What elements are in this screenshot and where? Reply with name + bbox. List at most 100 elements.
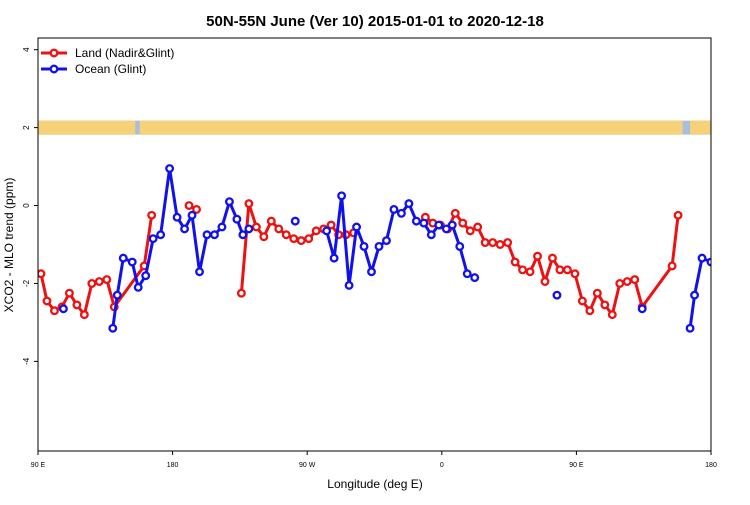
data-point — [311, 226, 321, 236]
data-point — [202, 230, 212, 240]
legend-marker — [49, 48, 59, 58]
data-point — [577, 296, 587, 306]
data-point — [540, 277, 550, 286]
data-point — [690, 290, 699, 300]
data-point — [147, 210, 157, 220]
data-point — [266, 216, 276, 226]
data-point — [38, 269, 46, 279]
data-point — [715, 284, 722, 291]
series-layer — [38, 164, 745, 333]
data-point — [374, 241, 384, 251]
data-point — [244, 224, 254, 234]
series-line — [688, 256, 711, 329]
legend-marker — [49, 64, 59, 74]
data-point — [156, 230, 166, 240]
x-axis: 90 E 180 90 W 0 90 E 180 — [31, 451, 717, 469]
data-point — [133, 282, 143, 292]
data-point — [480, 238, 490, 248]
data-point — [426, 230, 436, 240]
data-point — [251, 222, 261, 232]
legend: Land (Nadir&Glint) Ocean (Glint) — [41, 46, 174, 76]
y-tick-label: 4 — [22, 47, 31, 52]
data-point — [195, 267, 204, 277]
data-point — [352, 222, 362, 232]
data-point — [404, 199, 414, 209]
data-point — [79, 310, 89, 320]
data-point — [533, 251, 542, 261]
plot-frame — [37, 37, 712, 452]
land-band-0 — [38, 120, 136, 135]
data-point — [667, 261, 677, 271]
data-point — [322, 226, 332, 236]
data-point — [450, 208, 460, 218]
data-point — [244, 199, 254, 209]
data-point — [419, 218, 429, 228]
land-ocean-strip — [38, 120, 711, 135]
data-point — [304, 234, 314, 244]
x-tick-label: 180 — [705, 462, 717, 469]
data-point — [344, 280, 354, 290]
data-point — [165, 164, 175, 173]
data-point — [630, 275, 640, 285]
data-point — [396, 208, 406, 218]
y-tick-label: 0 — [22, 203, 31, 208]
data-point — [296, 236, 306, 246]
data-point — [102, 275, 112, 285]
data-point — [187, 210, 197, 220]
data-point — [42, 296, 52, 306]
data-point — [148, 234, 158, 244]
data-point — [555, 265, 565, 275]
data-point — [259, 232, 269, 242]
data-point — [224, 197, 234, 207]
data-point — [127, 257, 137, 267]
data-point — [488, 238, 498, 248]
data-point — [738, 231, 745, 238]
data-point — [94, 277, 104, 286]
data-point — [108, 323, 118, 333]
data-point — [367, 267, 376, 277]
data-point — [458, 218, 468, 228]
data-point — [548, 253, 557, 263]
data-point — [503, 238, 513, 248]
data-point — [87, 279, 97, 288]
data-point — [180, 224, 190, 234]
data-point — [473, 222, 483, 232]
data-point — [281, 230, 291, 240]
data-point — [210, 230, 219, 240]
data-point — [290, 216, 300, 226]
data-point — [600, 300, 610, 310]
data-point — [236, 288, 246, 298]
data-point — [238, 230, 248, 240]
data-point — [730, 235, 737, 242]
data-point — [326, 220, 336, 230]
data-point — [447, 220, 457, 230]
data-point — [607, 310, 617, 320]
data-point — [721, 272, 728, 279]
data-point — [184, 201, 194, 210]
data-point — [192, 204, 201, 214]
chart-title: 50N-55N June (Ver 10) 2015-01-01 to 2020… — [206, 13, 544, 30]
data-point — [615, 279, 625, 288]
data-point — [470, 273, 480, 283]
data-point — [434, 220, 444, 230]
data-point — [510, 257, 520, 267]
data-point — [72, 300, 82, 310]
data-point — [50, 306, 59, 316]
legend-entry: Land (Nadir&Glint) — [75, 46, 174, 60]
data-point — [64, 288, 74, 298]
legend-entry: Ocean (Glint) — [75, 62, 146, 76]
data-point — [112, 290, 122, 300]
data-point — [58, 304, 68, 314]
x-tick-label: 90 E — [31, 462, 46, 469]
series-1 — [58, 164, 745, 333]
data-point — [118, 253, 128, 263]
x-tick-label: 90 W — [299, 462, 316, 469]
data-point — [585, 306, 595, 316]
data-point — [289, 234, 299, 244]
data-point — [495, 240, 505, 249]
data-point — [622, 277, 632, 286]
x-axis-label: Longitude (deg E) — [327, 477, 422, 491]
data-point — [462, 269, 472, 279]
